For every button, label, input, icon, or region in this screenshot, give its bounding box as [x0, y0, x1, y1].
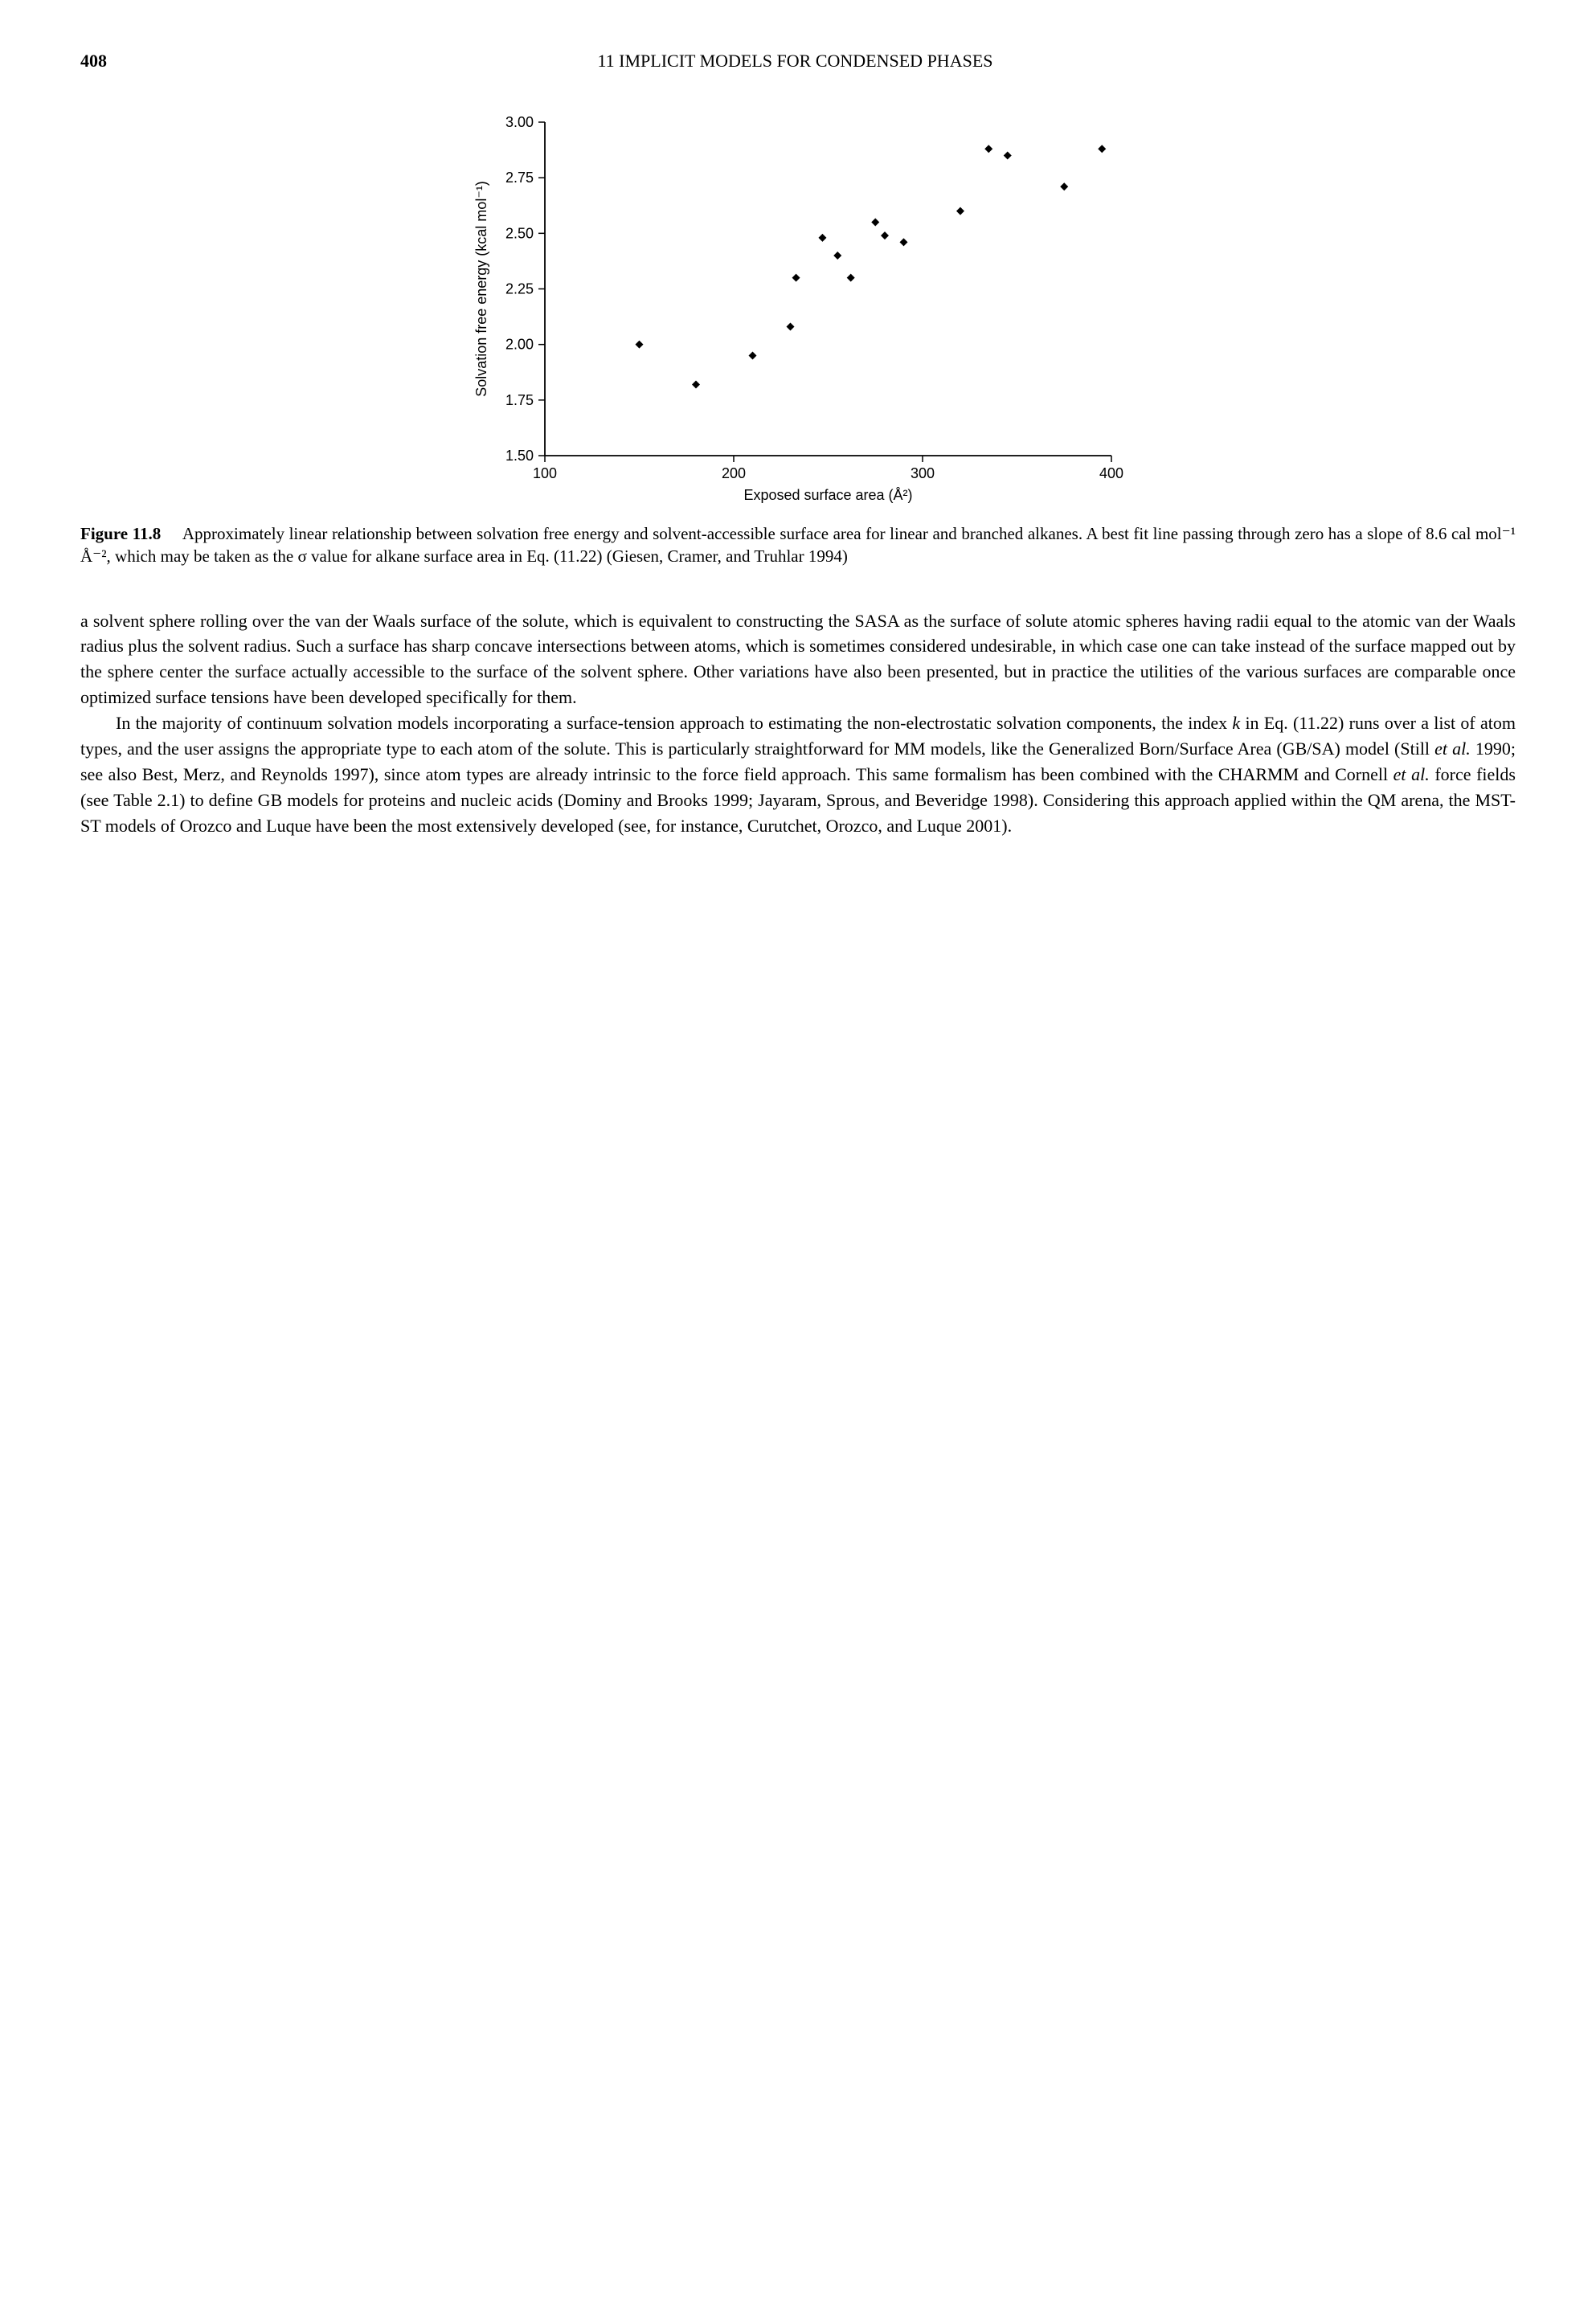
- svg-text:200: 200: [722, 465, 746, 481]
- svg-text:400: 400: [1099, 465, 1123, 481]
- p2-part: In the majority of continuum solvation m…: [116, 713, 1232, 733]
- svg-text:1.75: 1.75: [505, 392, 534, 408]
- caption-label: Figure 11.8: [80, 524, 161, 543]
- caption-text: Approximately linear relationship betwee…: [80, 524, 1516, 566]
- body-text: a solvent sphere rolling over the van de…: [80, 608, 1516, 839]
- svg-text:Solvation free energy (kcal mo: Solvation free energy (kcal mol⁻¹): [473, 181, 489, 397]
- svg-text:2.00: 2.00: [505, 337, 534, 353]
- figure-11-8: 1.50 1.75 2.00 2.25 2.50 2.75 3.00 100 200 300 400…: [80, 106, 1516, 568]
- svg-text:1.50: 1.50: [505, 448, 534, 464]
- svg-text:Exposed surface area (Å²): Exposed surface area (Å²): [743, 487, 912, 503]
- svg-text:2.50: 2.50: [505, 225, 534, 241]
- svg-text:100: 100: [533, 465, 557, 481]
- svg-text:2.25: 2.25: [505, 280, 534, 297]
- paragraph-2: In the majority of continuum solvation m…: [80, 710, 1516, 838]
- scatter-chart: 1.50 1.75 2.00 2.25 2.50 2.75 3.00 100 200 300 400…: [469, 106, 1127, 508]
- page-number: 408: [80, 48, 107, 74]
- p2-k: k: [1232, 713, 1240, 733]
- paragraph-1: a solvent sphere rolling over the van de…: [80, 608, 1516, 711]
- figure-caption: Figure 11.8 Approximately linear relatio…: [80, 522, 1516, 568]
- chapter-title: 11 IMPLICIT MODELS FOR CONDENSED PHASES: [107, 48, 1483, 74]
- page-header: 408 11 IMPLICIT MODELS FOR CONDENSED PHA…: [80, 48, 1516, 74]
- p2-etal: et al.: [1434, 739, 1471, 759]
- svg-text:300: 300: [911, 465, 935, 481]
- svg-text:2.75: 2.75: [505, 170, 534, 186]
- svg-text:3.00: 3.00: [505, 114, 534, 130]
- p2-etal: et al.: [1393, 764, 1430, 784]
